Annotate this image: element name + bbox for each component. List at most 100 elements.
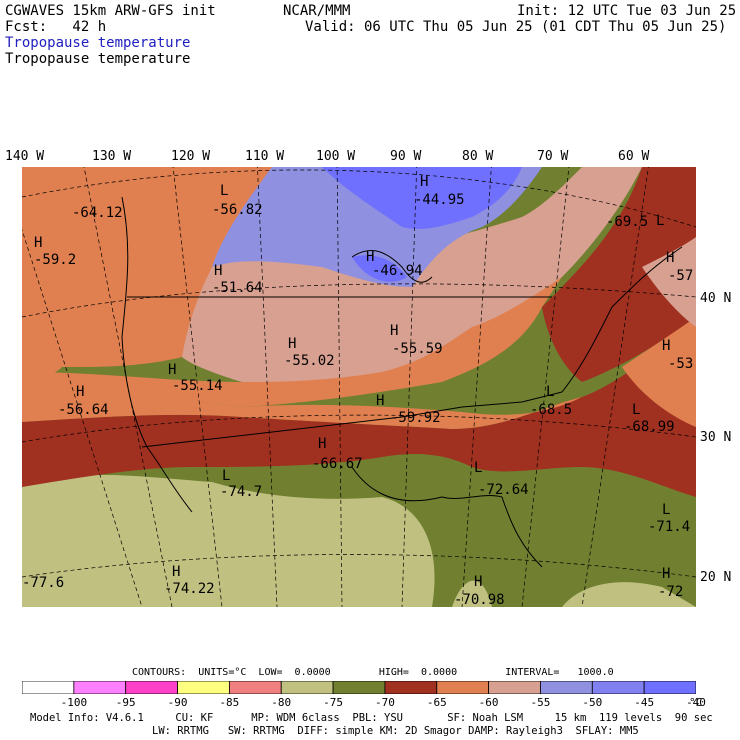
legend-swatch (125, 681, 178, 694)
map-label: -56.64 (58, 402, 109, 418)
map-label: -56.82 (212, 202, 263, 218)
map-label: H (318, 436, 327, 452)
map-label: -72 (658, 584, 684, 600)
legend-swatch (22, 681, 75, 694)
field-title: Tropopause temperature (5, 51, 191, 67)
legend-swatch (540, 681, 593, 694)
map-label: -53 (668, 356, 694, 372)
map-label: H (288, 336, 297, 352)
shade-orange-central (22, 167, 642, 407)
map-label: H (168, 362, 177, 378)
map-label: H (376, 393, 385, 409)
legend-tick-label: -70 (374, 696, 395, 709)
map-label: H (76, 384, 85, 400)
legend-swatch (228, 681, 282, 694)
shade-orange-east (622, 317, 696, 427)
shade-light-olive-west (22, 475, 435, 607)
lon-label-60w: 60 W (618, 149, 650, 164)
lon-label-90w: 90 W (390, 149, 422, 164)
map-label: H (662, 338, 671, 354)
lon-label-110w: 110 W (245, 149, 285, 164)
lon-label-80w: 80 W (462, 149, 494, 164)
color-legend-bar (22, 681, 696, 694)
model-info-line1: Model Info: V4.6.1 CU: KF MP: WDM 6class… (30, 712, 713, 724)
map-label: L (220, 183, 229, 199)
map-label: H (172, 564, 181, 580)
lon-label-70w: 70 W (537, 149, 569, 164)
map-label: -44.95 (414, 192, 465, 208)
legend-swatch (384, 681, 438, 694)
shade-blue (322, 167, 522, 229)
legend-tick-label: -60 (478, 696, 499, 709)
map-label: L (632, 402, 641, 418)
map-label: H (214, 263, 223, 279)
legend-swatch (280, 681, 334, 694)
lon-label-140w: 140 W (5, 149, 45, 164)
legend-unit: °C (689, 696, 703, 709)
map-label: L (474, 460, 483, 476)
map-label: -57 (668, 268, 694, 284)
lon-label-100w: 100 W (316, 149, 356, 164)
legend-tick-label: -45 (634, 696, 655, 709)
shade-blue-lakes (352, 255, 407, 282)
map-label: -66.67 (312, 456, 363, 472)
lat-label-40n: 40 N (700, 291, 732, 306)
legend-tick-label: -90 (167, 696, 188, 709)
init-time: Init: 12 UTC Tue 03 Jun 25 (517, 3, 737, 19)
contours-info: CONTOURS: UNITS=°C LOW= 0.0000 HIGH= 0.0… (132, 667, 614, 678)
lat-lon-grid (22, 167, 696, 607)
tropopause-temperature-map[interactable]: L -64.12 L -56.82 H -44.95 H -59.2 H -51… (22, 167, 696, 607)
map-label: -51.64 (212, 280, 263, 296)
shade-dark-red-northeast (542, 167, 696, 382)
shade-tan-east (642, 237, 696, 327)
shade-light-olive-south (562, 582, 696, 607)
legend-tick-label: -80 (271, 696, 292, 709)
map-label: -64.12 (72, 205, 123, 221)
map-label: -70.98 (454, 592, 505, 608)
legend-tick-label: -40 (686, 696, 706, 709)
map-label: H (34, 235, 43, 251)
map-label: -55.02 (284, 353, 335, 369)
model-title: CGWAVES 15km ARW-GFS init (5, 3, 216, 19)
map-label: L (662, 502, 671, 518)
map-label: -59.92 (390, 410, 441, 426)
lat-label-20n: 20 N (700, 570, 732, 585)
map-label: -71.4 (648, 519, 691, 535)
map-label: -72.64 (478, 482, 529, 498)
map-label: H (390, 323, 399, 339)
legend-swatch (177, 681, 230, 694)
legend-tick-label: -50 (582, 696, 603, 709)
legend-tick-label: -55 (530, 696, 551, 709)
map-label: -55.14 (172, 378, 223, 394)
map-label: -74.7 (220, 484, 263, 500)
shade-orange-band (22, 372, 582, 429)
valid-time: Valid: 06 UTC Thu 05 Jun 25 (01 CDT Thu … (305, 19, 727, 35)
legend-tick-label: -85 (219, 696, 240, 709)
lat-label-30n: 30 N (700, 430, 732, 445)
legend-swatch (488, 681, 541, 694)
map-label: -68.5 (530, 402, 573, 418)
model-info-line2: LW: RRTMG SW: RRTMG DIFF: simple KM: 2D … (152, 725, 639, 737)
field-title-shaded: Tropopause temperature (5, 35, 191, 51)
map-label: -55.59 (392, 341, 443, 357)
legend-swatch (332, 681, 386, 694)
org-label: NCAR/MMM (283, 3, 351, 19)
coastlines (121, 196, 683, 568)
map-label: -74.22 (164, 581, 215, 597)
legend-tick-label: -95 (115, 696, 136, 709)
map-label: -46.94 (372, 263, 423, 279)
map-label: H (420, 174, 429, 190)
map-label: H (474, 574, 483, 590)
map-label: H (662, 566, 671, 582)
map-label: H (666, 250, 675, 266)
map-label: -68.99 (624, 419, 675, 435)
map-label: -69.5 (606, 214, 649, 230)
legend-swatch (73, 681, 127, 694)
legend-tick-label: -75 (323, 696, 343, 709)
map-label: L (222, 468, 231, 484)
map-label: L (656, 213, 665, 229)
legend-swatch (436, 681, 490, 694)
forecast-hour: Fcst: 42 h (5, 19, 107, 35)
map-label: L (546, 384, 555, 400)
map-label: -59.2 (34, 252, 77, 268)
